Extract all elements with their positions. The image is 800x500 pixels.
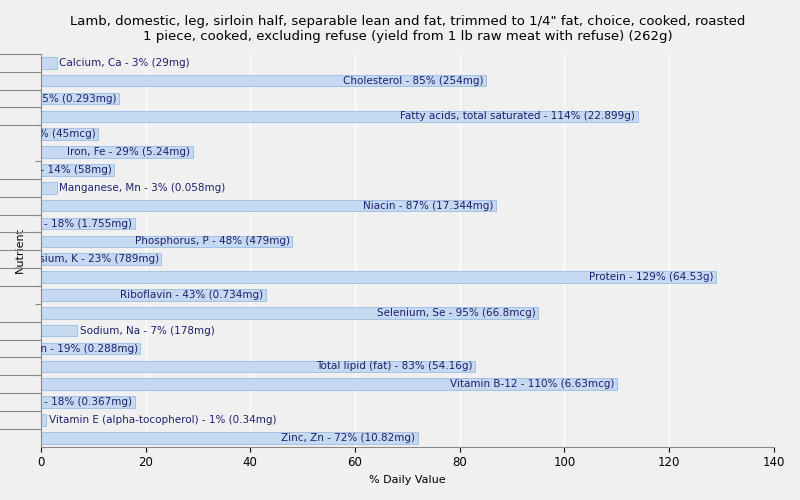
Text: Zinc, Zn - 72% (10.82mg): Zinc, Zn - 72% (10.82mg) bbox=[281, 433, 415, 443]
Y-axis label: Nutrient: Nutrient bbox=[15, 228, 25, 274]
Bar bbox=[41, 110, 638, 122]
Text: Total lipid (fat) - 83% (54.16g): Total lipid (fat) - 83% (54.16g) bbox=[316, 362, 473, 372]
Bar bbox=[41, 272, 716, 283]
Text: Vitamin E (alpha-tocopherol) - 1% (0.34mg): Vitamin E (alpha-tocopherol) - 1% (0.34m… bbox=[49, 415, 276, 425]
Text: Vitamin B-6 - 18% (0.367mg): Vitamin B-6 - 18% (0.367mg) bbox=[0, 397, 133, 407]
Bar bbox=[41, 236, 292, 247]
Text: Niacin - 87% (17.344mg): Niacin - 87% (17.344mg) bbox=[363, 200, 494, 210]
Bar bbox=[41, 360, 475, 372]
Text: Magnesium, Mg - 14% (58mg): Magnesium, Mg - 14% (58mg) bbox=[0, 165, 111, 175]
Bar bbox=[41, 218, 135, 230]
Text: Iron, Fe - 29% (5.24mg): Iron, Fe - 29% (5.24mg) bbox=[67, 147, 190, 157]
Text: Thiamin - 19% (0.288mg): Thiamin - 19% (0.288mg) bbox=[5, 344, 138, 353]
Text: Cholesterol - 85% (254mg): Cholesterol - 85% (254mg) bbox=[342, 76, 483, 86]
Text: Manganese, Mn - 3% (0.058mg): Manganese, Mn - 3% (0.058mg) bbox=[59, 183, 226, 193]
Bar bbox=[41, 307, 538, 318]
Bar bbox=[41, 57, 57, 68]
Bar bbox=[41, 146, 193, 158]
Bar bbox=[41, 254, 162, 265]
Bar bbox=[41, 128, 98, 140]
Bar bbox=[41, 414, 46, 426]
Bar bbox=[41, 378, 617, 390]
Text: Pantothenic acid - 18% (1.755mg): Pantothenic acid - 18% (1.755mg) bbox=[0, 218, 133, 228]
Bar bbox=[41, 200, 496, 211]
Bar bbox=[41, 92, 119, 104]
Bar bbox=[41, 396, 135, 408]
Text: Protein - 129% (64.53g): Protein - 129% (64.53g) bbox=[589, 272, 714, 282]
Text: Potassium, K - 23% (789mg): Potassium, K - 23% (789mg) bbox=[10, 254, 158, 264]
Text: Riboflavin - 43% (0.734mg): Riboflavin - 43% (0.734mg) bbox=[120, 290, 263, 300]
Text: Sodium, Na - 7% (178mg): Sodium, Na - 7% (178mg) bbox=[80, 326, 215, 336]
Text: Phosphorus, P - 48% (479mg): Phosphorus, P - 48% (479mg) bbox=[134, 236, 290, 246]
X-axis label: % Daily Value: % Daily Value bbox=[369, 475, 446, 485]
Text: Copper, Cu - 15% (0.293mg): Copper, Cu - 15% (0.293mg) bbox=[0, 94, 117, 104]
Title: Lamb, domestic, leg, sirloin half, separable lean and fat, trimmed to 1/4" fat, : Lamb, domestic, leg, sirloin half, separ… bbox=[70, 15, 745, 43]
Bar bbox=[41, 182, 57, 194]
Text: Fatty acids, total saturated - 114% (22.899g): Fatty acids, total saturated - 114% (22.… bbox=[400, 112, 635, 122]
Bar bbox=[41, 75, 486, 86]
Bar bbox=[41, 289, 266, 300]
Text: Vitamin B-12 - 110% (6.63mcg): Vitamin B-12 - 110% (6.63mcg) bbox=[450, 379, 614, 389]
Bar bbox=[41, 164, 114, 176]
Bar bbox=[41, 325, 78, 336]
Text: Selenium, Se - 95% (66.8mcg): Selenium, Se - 95% (66.8mcg) bbox=[377, 308, 535, 318]
Text: Folate, total - 11% (45mcg): Folate, total - 11% (45mcg) bbox=[0, 129, 96, 139]
Bar bbox=[41, 342, 140, 354]
Bar bbox=[41, 432, 418, 444]
Text: Calcium, Ca - 3% (29mg): Calcium, Ca - 3% (29mg) bbox=[59, 58, 190, 68]
